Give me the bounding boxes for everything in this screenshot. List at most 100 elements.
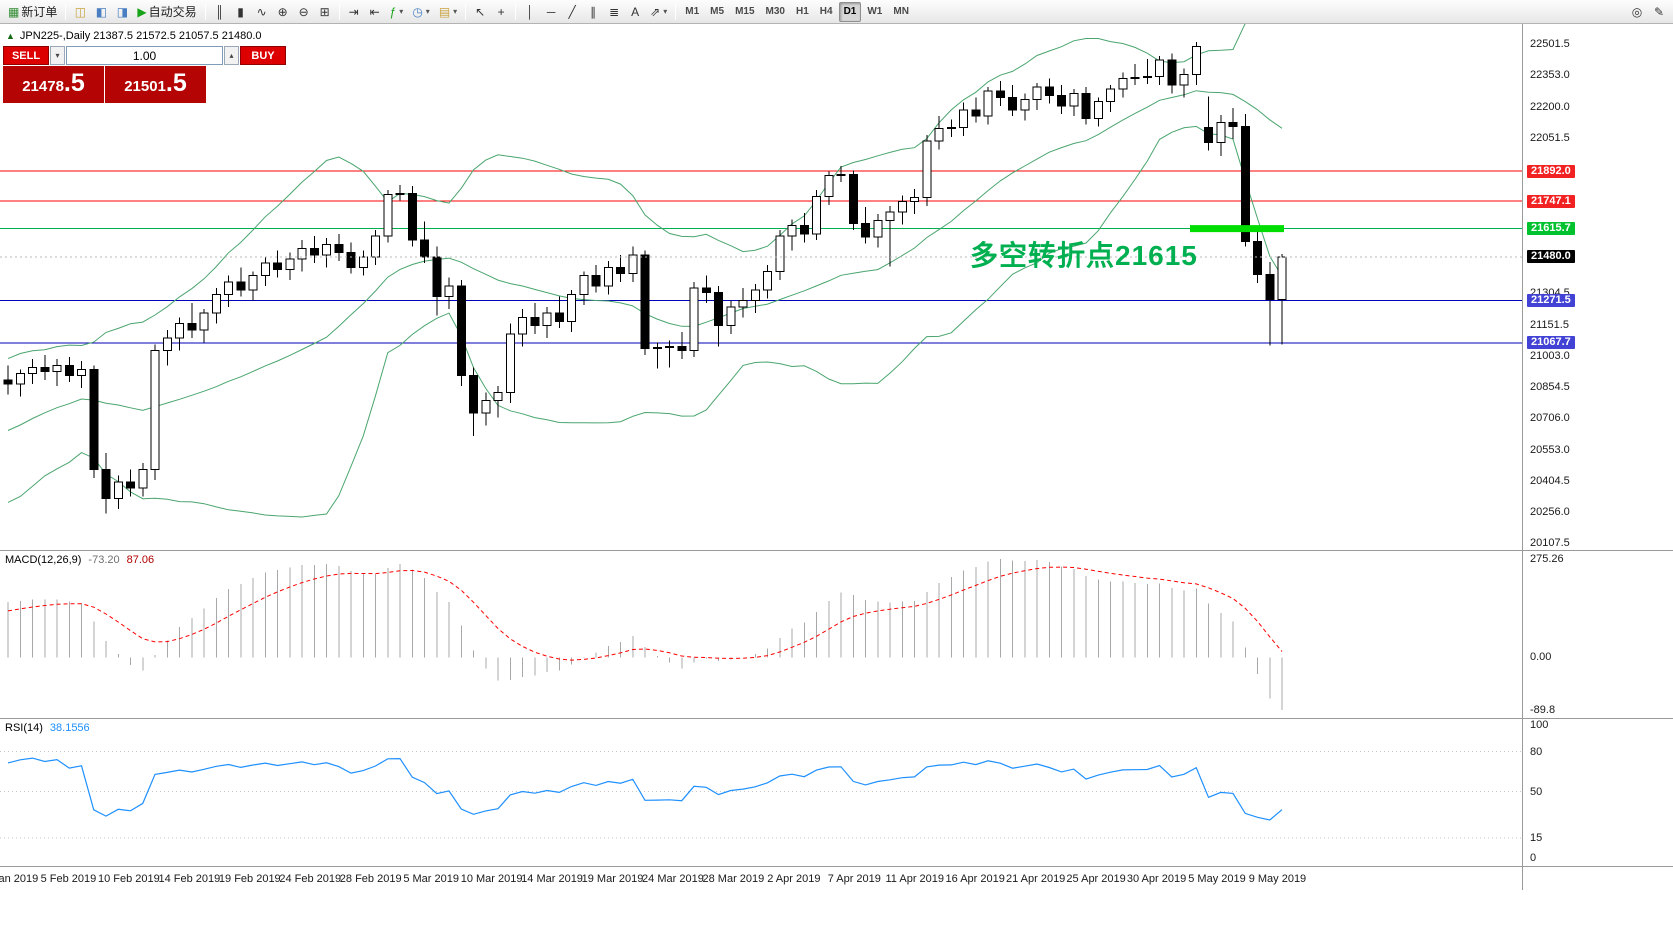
timeframe-d1-button[interactable]: D1 xyxy=(838,1,862,22)
panel-divider[interactable] xyxy=(0,718,1673,719)
terminal-button[interactable]: ◨ xyxy=(112,2,132,22)
price-tick-label: 22051.5 xyxy=(1530,131,1570,144)
bar-chart-button[interactable]: ║ xyxy=(210,2,230,22)
candle-body xyxy=(640,254,650,350)
tile-windows-button[interactable]: ⊞ xyxy=(315,2,335,22)
timeframe-m15-button[interactable]: M15 xyxy=(735,6,755,17)
price-axis[interactable]: 22501.522353.022200.022051.521304.521151… xyxy=(1523,0,1673,948)
new-order-button[interactable]: ▦ 新订单 xyxy=(4,2,61,22)
sell-button[interactable]: SELL xyxy=(3,46,49,65)
templates-button[interactable]: ▤ ▾ xyxy=(435,2,461,22)
candle-body xyxy=(1228,121,1238,128)
candle-body xyxy=(934,128,944,142)
chart-shift-button[interactable]: ⇤ xyxy=(365,2,385,22)
rsi-scale-label: 0 xyxy=(1530,852,1537,864)
date-label: 30 Apr 2019 xyxy=(1126,873,1187,885)
buy-button[interactable]: BUY xyxy=(240,46,286,65)
arrows-button[interactable]: ⇗ ▾ xyxy=(646,2,671,22)
caret-down-icon: ▾ xyxy=(425,7,430,16)
search-button[interactable]: ◎ xyxy=(1627,2,1647,22)
candle-body xyxy=(1081,92,1091,119)
candle-body xyxy=(775,235,785,272)
candle-body xyxy=(260,262,270,277)
candle-body xyxy=(3,379,13,385)
date-label: 10 Feb 2019 xyxy=(98,873,160,885)
text-button[interactable]: A xyxy=(625,2,645,22)
candle-body xyxy=(1265,274,1275,301)
candle-body xyxy=(518,316,527,335)
rsi-value: 38.1556 xyxy=(49,722,90,734)
auto-trading-button[interactable]: ▶ 自动交易 xyxy=(133,2,200,22)
rsi-chart xyxy=(0,751,1522,839)
price-badge: 21747.1 xyxy=(1527,194,1575,208)
candle-body xyxy=(469,375,478,414)
candle-body xyxy=(432,256,442,298)
candle-body xyxy=(959,109,968,129)
rsi-scale-label: 15 xyxy=(1530,832,1543,845)
line-chart-button[interactable]: ∿ xyxy=(252,2,272,22)
price-tick-label: 20854.5 xyxy=(1530,381,1570,394)
rsi-panel[interactable] xyxy=(0,719,1522,866)
cursor-button[interactable]: ↖ xyxy=(470,2,490,22)
timeframe-h4-button[interactable]: H4 xyxy=(819,6,833,17)
market-watch-button[interactable]: ◧ xyxy=(91,2,111,22)
candle-body xyxy=(1118,78,1128,90)
candle-body xyxy=(836,174,846,177)
charts-window-button[interactable]: ◫ xyxy=(70,2,90,22)
symbol-ohlc-text: JPN225-,Daily 21387.5 21572.5 21057.5 21… xyxy=(19,30,262,42)
timeframe-m30-button[interactable]: M30 xyxy=(765,6,785,17)
periods-button[interactable]: ◷ ▾ xyxy=(408,2,434,22)
timeframe-mn-button[interactable]: MN xyxy=(893,6,909,17)
candle-body xyxy=(1057,94,1066,107)
auto-scroll-button[interactable]: ⇥ xyxy=(344,2,364,22)
sell-price-tile[interactable]: 21478 .5 xyxy=(3,66,104,103)
quick-edit-button[interactable]: ✎ xyxy=(1649,2,1669,22)
buy-price-tile[interactable]: 21501 .5 xyxy=(105,66,206,103)
zoom-out-button[interactable]: ⊖ xyxy=(294,2,314,22)
arrow-icon: ⇗ xyxy=(650,4,661,19)
volume-down-button[interactable]: ▾ xyxy=(50,46,65,65)
date-label: 10 Mar 2019 xyxy=(460,873,523,885)
bollinger-lower-band xyxy=(7,125,1283,518)
search-icon: ◎ xyxy=(1631,4,1643,19)
panel-divider[interactable] xyxy=(0,550,1673,551)
macd-scale-label: 275.26 xyxy=(1530,553,1564,565)
macd-panel[interactable] xyxy=(0,551,1522,718)
candle-body xyxy=(1093,101,1103,119)
candle-body xyxy=(444,285,454,298)
candle-body xyxy=(40,366,50,373)
indicators-button[interactable]: ƒ ▾ xyxy=(386,2,408,22)
fibonacci-icon: ≣ xyxy=(609,4,620,19)
caret-down-icon: ▾ xyxy=(55,51,60,60)
timeframe-h1-button[interactable]: H1 xyxy=(795,6,809,17)
timeframe-m1-button[interactable]: M1 xyxy=(685,6,700,17)
caret-up-icon: ▴ xyxy=(229,51,234,60)
candle-body xyxy=(126,481,135,489)
bar-chart-icon: ║ xyxy=(215,4,224,19)
chart-shift-icon: ⇤ xyxy=(369,4,380,19)
candle-body xyxy=(591,275,601,287)
candle-body xyxy=(616,266,625,275)
candle-body xyxy=(1216,121,1226,143)
rsi-scale-label: 80 xyxy=(1530,745,1543,758)
volume-up-button[interactable]: ▴ xyxy=(224,46,239,65)
crosshair-button[interactable]: + xyxy=(491,2,511,22)
candlestick-chart-button[interactable]: ▮ xyxy=(231,2,251,22)
zoom-in-button[interactable]: ⊕ xyxy=(273,2,293,22)
equidistant-channel-button[interactable]: ∥ xyxy=(583,2,603,22)
date-label: 21 Apr 2019 xyxy=(1005,873,1066,885)
candle-body xyxy=(1020,99,1030,111)
fibonacci-button[interactable]: ≣ xyxy=(604,2,624,22)
trendline-button[interactable]: ╱ xyxy=(562,2,582,22)
price-chart[interactable] xyxy=(0,24,1522,550)
main-chart-panel[interactable] xyxy=(0,24,1522,550)
timeframe-m5-button[interactable]: M5 xyxy=(710,6,725,17)
date-label: 24 Feb 2019 xyxy=(279,873,342,885)
horizontal-line-button[interactable]: ─ xyxy=(541,2,561,22)
vertical-line-button[interactable]: │ xyxy=(520,2,540,22)
candle-body xyxy=(861,223,870,238)
volume-input[interactable] xyxy=(66,46,223,65)
timeframe-w1-button[interactable]: W1 xyxy=(867,6,883,17)
candle-body xyxy=(567,293,576,323)
